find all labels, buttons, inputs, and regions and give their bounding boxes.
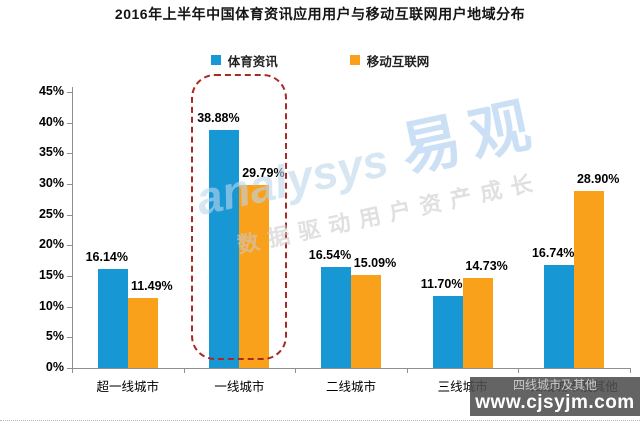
y-tick-label: 25%: [38, 206, 64, 221]
y-tick-mark: [67, 214, 72, 216]
y-tick-label: 35%: [38, 145, 64, 160]
bar-mobile-internet: [127, 297, 158, 368]
x-axis: [72, 368, 630, 369]
bar-sports-app: [432, 296, 463, 368]
site-watermark-url: www.cjsyjm.com: [475, 392, 635, 413]
x-tick-mark: [72, 368, 73, 373]
y-tick-label: 15%: [38, 268, 64, 282]
bar-value-label: 11.49%: [130, 278, 173, 293]
y-tick-label: 0%: [45, 360, 64, 374]
bar-mobile-internet: [574, 190, 605, 368]
site-watermark-box: 四线城市及其他 www.cjsyjm.com: [470, 377, 640, 416]
legend-swatch-icon: [210, 55, 221, 65]
bar-value-label: 11.70%: [420, 277, 463, 292]
y-tick-mark: [67, 368, 72, 369]
y-tick-label: 30%: [38, 176, 64, 190]
y-tick-label: 20%: [38, 237, 64, 252]
y-tick-mark: [67, 337, 72, 339]
legend-item-1: 移动互联网: [349, 51, 430, 70]
bar-value-label: 38.88%: [197, 110, 240, 125]
bar-value-label: 16.54%: [308, 247, 352, 262]
legend-label: 移动互联网: [366, 54, 430, 69]
y-tick-label: 5%: [45, 329, 64, 344]
x-tick-mark: [295, 368, 297, 373]
x-axis-label: 二线城市: [325, 380, 376, 394]
y-tick-label: 45%: [38, 84, 64, 98]
x-tick-mark: [406, 368, 408, 373]
legend-swatch-icon: [349, 55, 360, 65]
legend: 体育资讯 移动互联网: [0, 51, 640, 70]
bottom-dotted-divider: [0, 420, 640, 421]
y-tick-mark: [67, 276, 72, 277]
y-tick-mark: [67, 122, 72, 124]
bar-value-label: 29.79%: [242, 166, 285, 181]
y-tick-label: 10%: [38, 298, 64, 313]
y-tick-mark: [67, 92, 72, 93]
bar-value-label: 16.14%: [85, 250, 128, 264]
bar-sports-app: [544, 265, 575, 368]
x-tick-mark: [518, 368, 520, 373]
y-tick-mark: [67, 306, 72, 308]
bar-value-label: 15.09%: [353, 256, 397, 271]
x-tick-mark: [183, 368, 185, 373]
bar-value-label: 28.90%: [576, 171, 620, 186]
y-tick-label: 40%: [38, 114, 64, 129]
y-tick-mark: [67, 184, 72, 185]
bar-sports-app: [97, 269, 128, 368]
y-tick-mark: [67, 245, 72, 247]
y-axis: [72, 87, 73, 369]
legend-label: 体育资讯: [227, 54, 278, 69]
bar-value-label: 16.74%: [531, 246, 575, 261]
x-axis-label: 一线城市: [214, 380, 265, 394]
highlight-dashed-box: [191, 74, 288, 360]
chart-title: 2016年上半年中国体育资讯应用用户与移动互联网用户地域分布: [114, 6, 526, 22]
covered-category-label: 四线城市及其他: [512, 378, 597, 392]
legend-item-0: 体育资讯: [210, 51, 278, 70]
x-axis-label: 超一线城市: [96, 380, 160, 394]
y-tick-mark: [67, 153, 72, 155]
x-tick-mark: [630, 368, 631, 373]
bar-mobile-internet: [351, 275, 381, 368]
bar-value-label: 14.73%: [465, 258, 508, 273]
bar-sports-app: [209, 129, 240, 368]
bar-sports-app: [321, 266, 351, 368]
bar-mobile-internet: [462, 277, 493, 368]
